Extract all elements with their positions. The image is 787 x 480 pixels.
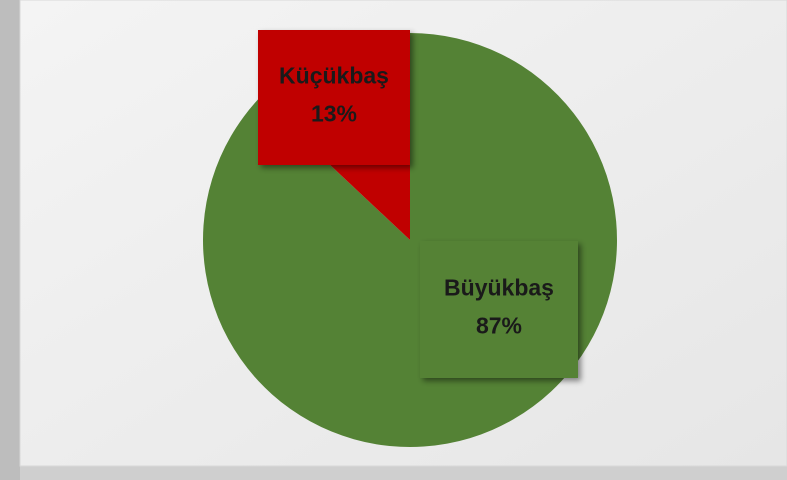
category-label: Küçükbaş <box>279 63 389 89</box>
value-label: 13% <box>311 101 357 127</box>
value-label: 87% <box>476 313 522 339</box>
label-box <box>420 241 578 378</box>
label-box <box>258 30 410 165</box>
side-strip <box>0 0 20 480</box>
category-label: Büyükbaş <box>444 275 554 301</box>
